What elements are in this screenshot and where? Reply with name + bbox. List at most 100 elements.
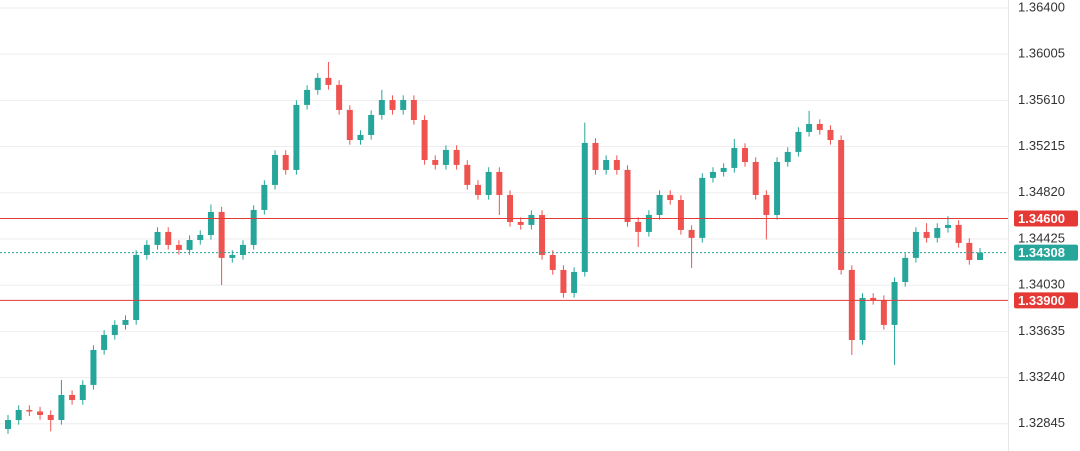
candle-body <box>966 242 973 261</box>
candle-body <box>133 254 140 321</box>
candle-body <box>923 231 930 238</box>
candle-body <box>165 231 172 245</box>
candle-body <box>774 161 781 215</box>
candle-body <box>282 154 289 170</box>
candle-body <box>15 409 22 421</box>
candle-body <box>891 281 898 325</box>
candle-body <box>336 84 343 110</box>
price-tag-label: 1.34308 <box>1018 245 1065 260</box>
candle-body <box>870 297 877 301</box>
candle-body <box>517 221 524 225</box>
candle-body <box>581 142 588 272</box>
candle-body <box>816 123 823 130</box>
candle-body <box>592 142 599 170</box>
y-tick-label: 1.34425 <box>1018 230 1065 245</box>
price-tag <box>1014 292 1078 309</box>
candle-body <box>314 77 321 90</box>
candle-body <box>763 194 770 215</box>
y-tick-label: 1.36005 <box>1018 46 1065 61</box>
price-tag <box>1014 244 1078 261</box>
candle-body <box>90 349 97 385</box>
candle-body <box>560 269 567 293</box>
candle-body <box>688 229 695 238</box>
y-tick-label: 1.33240 <box>1018 369 1065 384</box>
candle-body <box>603 160 610 170</box>
candle-body <box>143 244 150 255</box>
candle-body <box>848 269 855 341</box>
candle-body <box>293 104 300 170</box>
candle-body <box>859 297 866 341</box>
price-tag-label: 1.33900 <box>1018 293 1065 308</box>
candle-body <box>464 164 471 185</box>
candle-body <box>432 160 439 165</box>
candle-body <box>368 114 375 135</box>
candle-body <box>37 411 44 415</box>
candle-body <box>752 161 759 195</box>
y-tick-label: 1.32845 <box>1018 415 1065 430</box>
candle-body <box>827 129 834 141</box>
y-tick-label: 1.36400 <box>1018 0 1065 14</box>
candle-body <box>154 231 161 245</box>
candle-body <box>378 100 385 115</box>
candle-body <box>453 149 460 165</box>
candle-body <box>186 240 193 250</box>
candle-body <box>731 147 738 168</box>
candle-body <box>795 131 802 152</box>
candle-body <box>902 257 909 282</box>
candle-body <box>26 409 33 412</box>
candle-body <box>111 324 118 335</box>
candle-body <box>197 234 204 241</box>
candle-body <box>656 194 663 215</box>
candle-body <box>955 224 962 243</box>
candle-body <box>400 100 407 110</box>
candle-body <box>838 140 845 270</box>
candle-body <box>250 209 257 245</box>
candle-body <box>122 320 129 325</box>
candle-body <box>5 420 11 430</box>
candle-body <box>784 151 791 162</box>
candle-body <box>101 334 108 350</box>
candle-body <box>624 169 631 222</box>
candle-body <box>977 252 983 261</box>
candle-body <box>571 271 578 293</box>
candle-body <box>58 394 65 421</box>
candle-body <box>880 300 887 325</box>
candle-body <box>677 200 684 230</box>
candle-body <box>442 149 449 165</box>
candle-body <box>496 171 503 195</box>
candle-body <box>79 384 86 401</box>
candle-body <box>635 221 642 232</box>
candle-body <box>272 154 279 185</box>
candle-body <box>528 214 535 225</box>
candle-body <box>304 89 311 105</box>
y-tick-label: 1.34820 <box>1018 184 1065 199</box>
candle-body <box>549 254 556 270</box>
candle-body <box>709 171 716 178</box>
candle-body <box>325 77 332 85</box>
candle-body <box>539 214 546 255</box>
candle-body <box>613 160 620 170</box>
candle-body <box>474 184 481 195</box>
candle-body <box>421 120 428 161</box>
y-tick-label: 1.33635 <box>1018 323 1065 338</box>
candle-body <box>485 171 492 195</box>
y-tick-label: 1.34030 <box>1018 277 1065 292</box>
candle-body <box>346 109 353 141</box>
price-tag <box>1014 210 1078 227</box>
y-tick-label: 1.35215 <box>1018 138 1065 153</box>
candle-body <box>742 147 749 162</box>
candle-body <box>357 134 364 141</box>
candle-body <box>934 227 941 238</box>
candle-body <box>410 100 417 121</box>
candle-body <box>175 244 182 250</box>
candle-body <box>207 211 214 235</box>
candle-body <box>912 231 919 258</box>
candle-body <box>261 184 268 210</box>
price-tag-label: 1.34600 <box>1018 211 1065 226</box>
candle-body <box>667 194 674 201</box>
candle-body <box>645 214 652 232</box>
candle-body <box>507 194 514 222</box>
candle-body <box>389 100 396 110</box>
y-tick-label: 1.35610 <box>1018 92 1065 107</box>
candle-body <box>806 123 813 132</box>
